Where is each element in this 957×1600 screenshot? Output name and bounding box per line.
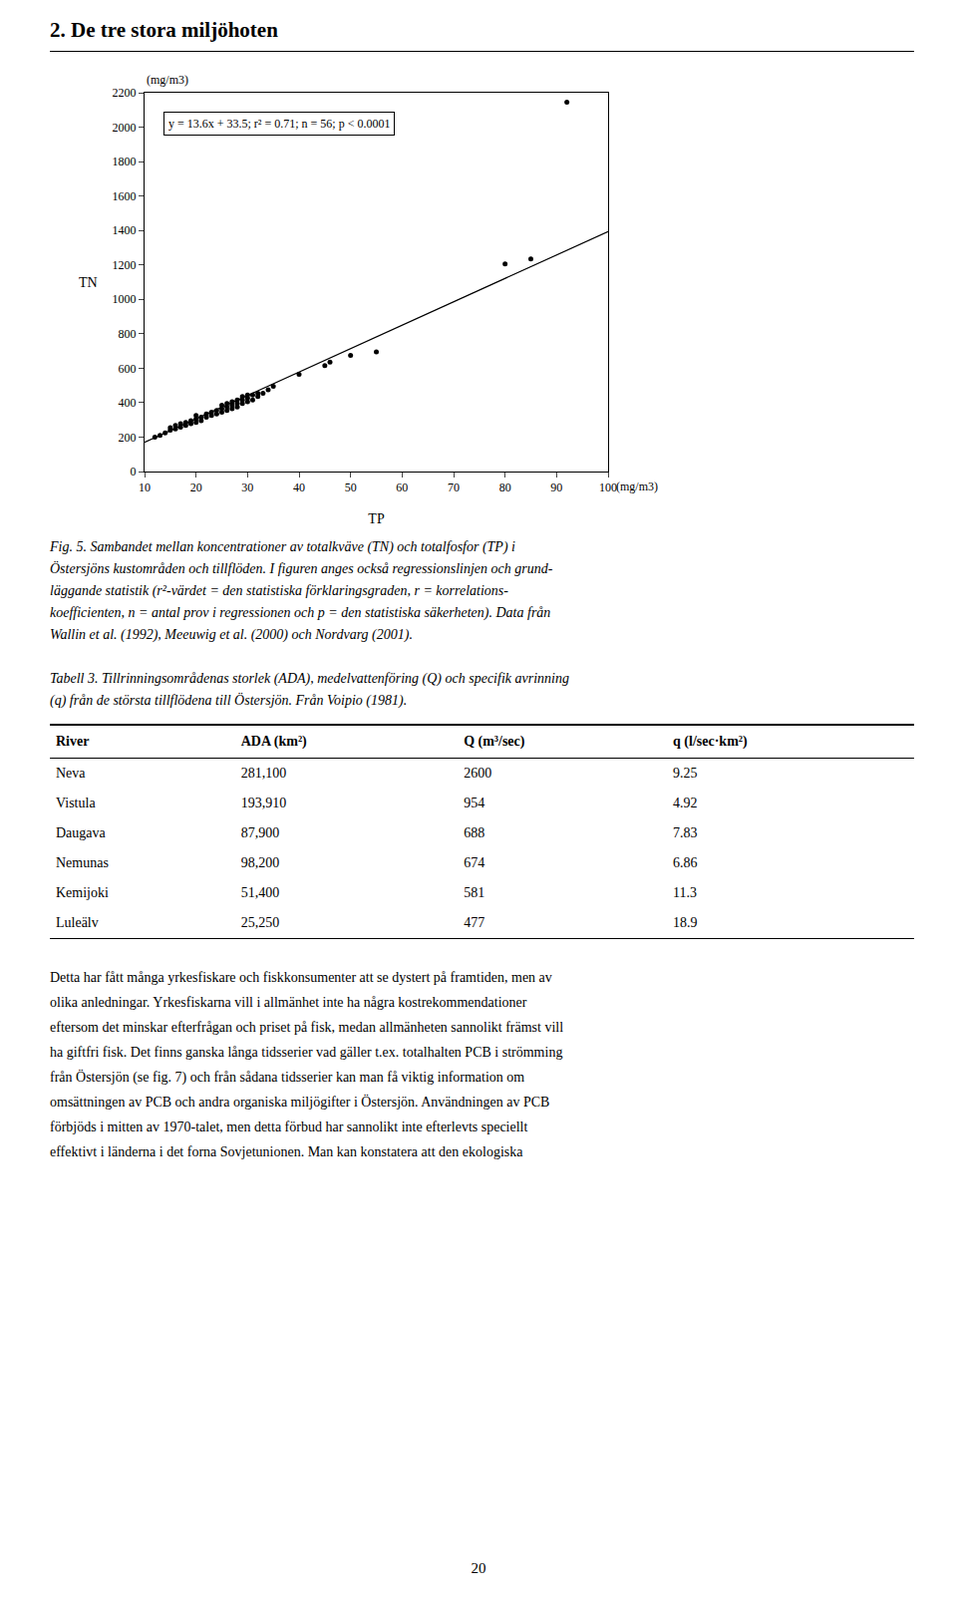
html-text:193,910: 193,910	[241, 795, 287, 811]
svg-text:y = 13.6x + 33.5; r² = 0.71; n: y = 13.6x + 33.5; r² = 0.71; n = 56; p <…	[168, 116, 390, 131]
html-text:från Östersjön (se fig. 7) och: från Östersjön (se fig. 7) och från såda…	[49, 1069, 525, 1085]
html-text:9.25: 9.25	[672, 765, 698, 781]
html-text:25,250: 25,250	[241, 915, 280, 931]
html-text:olika anledningar. Yrkesfiskar: olika anledningar. Yrkesfiskarna vill i …	[49, 994, 527, 1010]
svg-text:90: 90	[550, 480, 563, 495]
html-text:20: 20	[471, 1560, 486, 1577]
html-text:281,100: 281,100	[241, 765, 287, 781]
svg-text:80: 80	[499, 480, 512, 495]
html-text:Q (m³/sec): Q (m³/sec)	[463, 733, 525, 749]
svg-text:TP: TP	[367, 511, 385, 527]
html-text:ha giftfri fisk. Det finns gan: ha giftfri fisk. Det finns ganska långa …	[49, 1044, 563, 1060]
html-text:(q) från de största tillflöden: (q) från de största tillflödena till Öst…	[49, 692, 407, 708]
html-text:läggande statistik (r²-värdet: läggande statistik (r²-värdet = den stat…	[49, 583, 509, 599]
html-text:87,900: 87,900	[241, 825, 280, 841]
html-text:7.83: 7.83	[672, 825, 698, 841]
html-text:Luleälv: Luleälv	[55, 915, 99, 931]
html-text:6.86: 6.86	[672, 855, 698, 871]
html-text:18.9: 18.9	[672, 915, 698, 931]
html-text:2600: 2600	[463, 765, 492, 781]
svg-text:70: 70	[447, 480, 460, 495]
html-text:ADA (km²): ADA (km²)	[241, 733, 307, 749]
svg-text:10: 10	[138, 480, 151, 495]
svg-text:100: 100	[599, 480, 618, 495]
html-text:98,200: 98,200	[241, 855, 280, 871]
svg-text:1600: 1600	[112, 189, 137, 204]
svg-text:1800: 1800	[112, 154, 137, 169]
svg-text:800: 800	[118, 326, 137, 341]
svg-text:600: 600	[118, 361, 137, 376]
html-text:Vistula: Vistula	[55, 795, 96, 811]
html-text:Kemijoki: Kemijoki	[55, 885, 109, 901]
html-text:Neva: Neva	[55, 765, 86, 781]
html-text:omsättningen av PCB och andra: omsättningen av PCB och andra organiska …	[49, 1094, 550, 1110]
html-text:Fig. 5. Sambandet mellan konce: Fig. 5. Sambandet mellan koncentrationer…	[49, 539, 516, 555]
svg-text:1200: 1200	[112, 258, 137, 273]
html-text:Daugava: Daugava	[55, 825, 106, 841]
html-text:förbjöds i mitten av 1970-tale: förbjöds i mitten av 1970-talet, men det…	[49, 1119, 528, 1135]
svg-text:0: 0	[130, 464, 137, 479]
svg-text:1000: 1000	[112, 292, 137, 307]
svg-text:200: 200	[118, 430, 137, 445]
html-text:688: 688	[463, 825, 485, 841]
svg-text:30: 30	[241, 480, 254, 495]
html-text:477: 477	[463, 915, 485, 931]
html-text:Nemunas: Nemunas	[55, 855, 109, 871]
svg-text:50: 50	[344, 480, 357, 495]
svg-text:400: 400	[118, 395, 137, 410]
html-text:effektivt i länderna i det for: effektivt i länderna i det forna Sovjetu…	[49, 1144, 523, 1160]
svg-text:(mg/m3): (mg/m3)	[616, 479, 658, 494]
svg-text:2000: 2000	[112, 120, 137, 135]
svg-text:60: 60	[395, 480, 408, 495]
svg-text:20: 20	[190, 480, 203, 495]
html-text:581: 581	[463, 885, 485, 901]
html-text:4.92: 4.92	[672, 795, 698, 811]
svg-text:1400: 1400	[112, 223, 137, 238]
html-text:Tabell 3. Tillrinningsområdena: Tabell 3. Tillrinningsområdenas storlek …	[49, 670, 570, 686]
html-text:Wallin et al. (1992), Meeuwig: Wallin et al. (1992), Meeuwig et al. (20…	[49, 627, 413, 642]
html-text:2. De tre stora miljöhoten: 2. De tre stora miljöhoten	[49, 17, 278, 42]
svg-text:2200: 2200	[112, 85, 137, 100]
html-text:674: 674	[463, 855, 485, 871]
svg-text:TN: TN	[78, 275, 98, 291]
html-text:q (l/sec·km²): q (l/sec·km²)	[672, 733, 748, 749]
html-text:51,400: 51,400	[241, 885, 280, 901]
html-text:Östersjöns kustområden och til: Östersjöns kustområden och tillflöden. I…	[49, 561, 553, 577]
svg-text:40: 40	[293, 480, 306, 495]
html-text:11.3: 11.3	[672, 885, 697, 901]
html-text:River: River	[55, 733, 90, 749]
html-text:Detta har fått många yrkesfisk: Detta har fått många yrkesfiskare och fi…	[49, 969, 553, 985]
html-text:954: 954	[463, 795, 485, 811]
html-text:koefficienten, n = antal prov: koefficienten, n = antal prov i regressi…	[49, 605, 551, 621]
html-text:eftersom det minskar efterfråg: eftersom det minskar efterfrågan och pri…	[49, 1019, 564, 1035]
svg-text:(mg/m3): (mg/m3)	[146, 72, 189, 87]
